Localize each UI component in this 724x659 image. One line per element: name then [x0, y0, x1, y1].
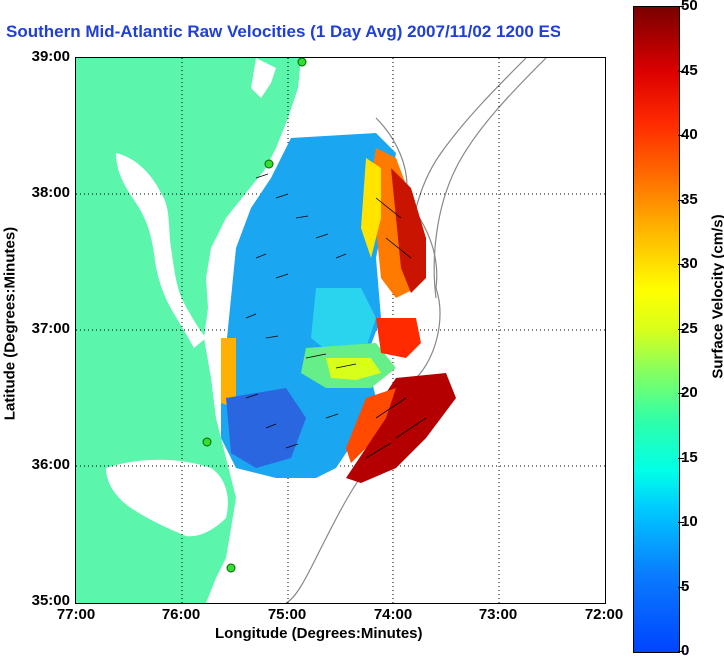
chesapeake-bay [116, 153, 206, 348]
velocity-field [221, 133, 456, 483]
colorbar-tick-label: 25 [681, 319, 698, 337]
x-tick-label: 75:00 [267, 606, 307, 623]
colorbar-label: Surface Velocity (cm/s) [709, 214, 724, 379]
colorbar-tick-mark [678, 199, 684, 201]
y-tick-label: 39:00 [31, 48, 70, 65]
colorbar-tick-label: 30 [681, 255, 698, 272]
colorbar-tick-mark [678, 6, 684, 7]
station-marker[interactable] [226, 563, 236, 573]
colorbar [633, 6, 680, 653]
colorbar-tick-label: 45 [681, 61, 698, 79]
bathymetry-contour [433, 58, 547, 299]
x-tick-label: 76:00 [161, 606, 201, 623]
station-marker[interactable] [264, 159, 274, 169]
map-title: Southern Mid-Atlantic Raw Velocities (1 … [6, 22, 572, 41]
y-tick-label: 36:00 [31, 456, 70, 473]
colorbar-tick-label: 0 [681, 642, 690, 659]
map-plot-area[interactable] [75, 57, 606, 604]
colorbar-tick-label: 15 [681, 448, 698, 466]
colorbar-tick-mark [678, 328, 684, 330]
colorbar-tick-mark [678, 457, 684, 459]
colorbar-tick-mark [678, 70, 684, 72]
y-axis-label: Latitude (Degrees:Minutes) [1, 226, 19, 421]
colorbar-tick-mark [678, 264, 684, 265]
colorbar-tick-mark [678, 586, 684, 588]
delaware-bay [251, 58, 276, 98]
station-marker[interactable] [202, 437, 212, 447]
colorbar-tick-label: 50 [681, 0, 698, 14]
pamlico-sound [106, 459, 228, 537]
station-marker[interactable] [297, 58, 307, 67]
colorbar-tick-label: 40 [681, 126, 698, 143]
bathymetry-contour [409, 58, 527, 279]
x-tick-label: 74:00 [373, 606, 413, 623]
map-svg [76, 58, 605, 603]
colorbar-tick-label: 35 [681, 190, 698, 208]
colorbar-tick-label: 10 [681, 513, 698, 530]
colorbar-tick-mark [678, 135, 684, 136]
x-tick-label: 77:00 [56, 606, 96, 623]
x-axis-label: Longitude (Degrees:Minutes) [215, 625, 423, 642]
y-tick-label: 37:00 [31, 320, 70, 337]
x-tick-label: 72:00 [584, 606, 624, 623]
colorbar-tick-mark [678, 522, 684, 523]
colorbar-tick-label: 5 [681, 577, 690, 595]
velocity-vectors [245, 173, 427, 459]
colorbar-tick-mark [678, 393, 684, 394]
y-tick-label: 35:00 [31, 592, 70, 609]
title-overlap-mask [560, 20, 630, 44]
x-tick-label: 73:00 [478, 606, 518, 623]
colorbar-tick-mark [678, 651, 684, 652]
y-tick-label: 38:00 [31, 184, 70, 201]
colorbar-tick-label: 20 [681, 384, 698, 401]
